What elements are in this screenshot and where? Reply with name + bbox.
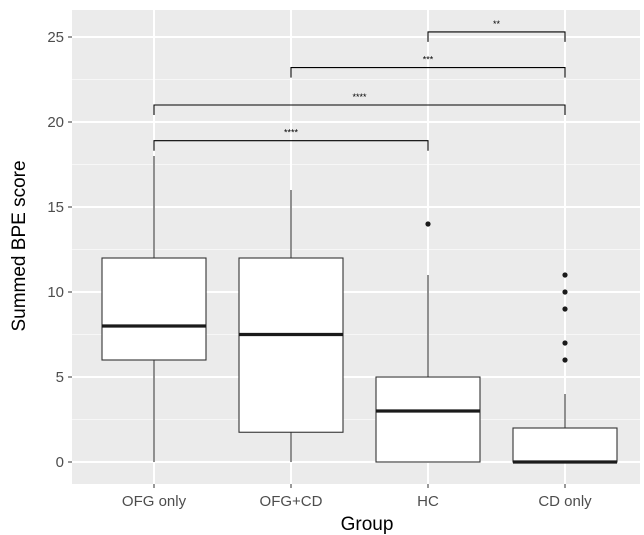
outlier-point <box>562 289 568 295</box>
boxes <box>101 156 618 464</box>
box-iqr <box>101 257 207 361</box>
plot-panel <box>72 10 640 484</box>
box-iqr <box>238 257 344 433</box>
outlier-point <box>425 221 431 227</box>
significance-label: ** <box>493 19 501 29</box>
significance-brackets: ************* <box>153 19 566 151</box>
x-tick-label: CD only <box>538 493 592 510</box>
y-axis: 0 5 10 15 20 25 <box>47 29 72 471</box>
bracket-line <box>153 104 566 115</box>
box-ofg-cd <box>238 190 344 462</box>
box-iqr <box>375 376 481 463</box>
comparison-bracket: **** <box>153 128 429 151</box>
significance-label: *** <box>423 55 434 65</box>
outlier-point <box>562 357 568 363</box>
x-tick-label: OFG only <box>122 493 187 510</box>
comparison-bracket: *** <box>290 55 566 78</box>
bracket-line <box>290 67 566 78</box>
x-axis-title: Group <box>341 514 394 535</box>
y-tick-label: 0 <box>56 454 64 471</box>
box-cd-only <box>512 272 618 464</box>
x-axis: OFG only OFG+CD HC CD only <box>122 484 592 510</box>
comparison-bracket: ** <box>427 19 566 42</box>
x-tick-label: HC <box>417 493 439 510</box>
outlier-point <box>562 272 568 278</box>
significance-label: **** <box>352 92 367 102</box>
y-tick-label: 25 <box>47 29 64 46</box>
significance-label: **** <box>284 128 299 138</box>
bracket-line <box>427 31 566 42</box>
bracket-line <box>153 140 429 151</box>
box-iqr <box>512 427 618 463</box>
outlier-point <box>562 340 568 346</box>
comparison-bracket: **** <box>153 92 566 115</box>
y-tick-label: 10 <box>47 284 64 301</box>
x-tick-label: OFG+CD <box>260 493 323 510</box>
y-tick-label: 20 <box>47 114 64 131</box>
box-hc <box>375 221 481 463</box>
box-ofg-only <box>101 156 207 462</box>
y-axis-title: Summed BPE score <box>9 160 30 331</box>
outlier-point <box>562 306 568 312</box>
y-tick-label: 15 <box>47 199 64 216</box>
y-tick-label: 5 <box>56 369 64 386</box>
